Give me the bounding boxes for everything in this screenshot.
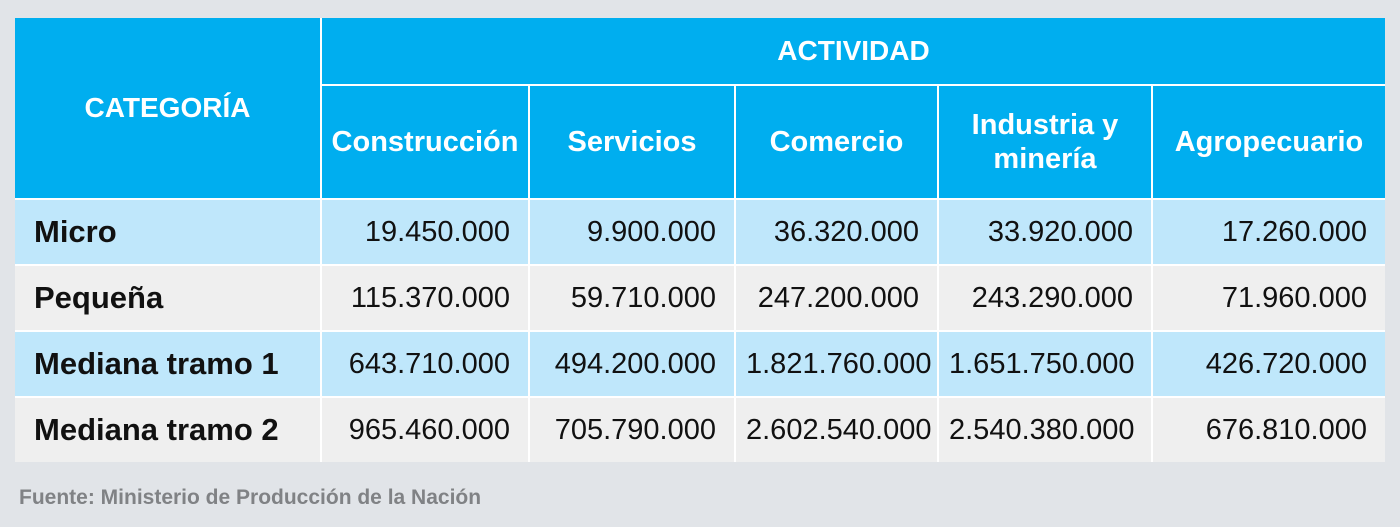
table-cell: 33.920.000	[937, 198, 1153, 265]
table-cell: 115.370.000	[320, 264, 530, 331]
table-cell: 965.460.000	[320, 396, 530, 462]
table-row-pequena: Pequeña 115.370.000 59.710.000 247.200.0…	[15, 264, 1386, 331]
table-cell: 19.450.000	[320, 198, 530, 265]
table-cell: 643.710.000	[320, 330, 530, 397]
table-cell: 2.602.540.000	[734, 396, 939, 462]
table-cell: 243.290.000	[937, 264, 1153, 331]
table-cell: 2.540.380.000	[937, 396, 1153, 462]
table-cell: 426.720.000	[1150, 330, 1386, 397]
table-cell: 36.320.000	[734, 198, 939, 265]
table-row-mediana-tramo-2: Mediana tramo 2 965.460.000 705.790.000 …	[15, 396, 1386, 462]
header-servicios: Servicios	[528, 84, 736, 200]
table-cell: 247.200.000	[734, 264, 939, 331]
source-note: Fuente: Ministerio de Producción de la N…	[19, 486, 482, 509]
header-agropecuario: Agropecuario	[1150, 84, 1386, 200]
table-body: Micro 19.450.000 9.900.000 36.320.000 33…	[15, 198, 1386, 462]
header-actividad: ACTIVIDAD	[319, 18, 1386, 86]
table-cell: 71.960.000	[1150, 264, 1386, 331]
table-header: CATEGORÍA ACTIVIDAD Construcción Servici…	[15, 18, 1386, 200]
data-table: CATEGORÍA ACTIVIDAD Construcción Servici…	[15, 18, 1386, 462]
table-cell: 17.260.000	[1150, 198, 1386, 265]
table-cell: 1.821.760.000	[734, 330, 939, 397]
table-row-micro: Micro 19.450.000 9.900.000 36.320.000 33…	[15, 198, 1386, 265]
table-cell: 1.651.750.000	[937, 330, 1153, 397]
table-cell: 494.200.000	[528, 330, 736, 397]
data-table-container: CATEGORÍA ACTIVIDAD Construcción Servici…	[15, 18, 1386, 462]
header-comercio: Comercio	[734, 84, 939, 200]
table-cell: 59.710.000	[528, 264, 736, 331]
row-label: Pequeña	[15, 264, 322, 331]
table-row-mediana-tramo-1: Mediana tramo 1 643.710.000 494.200.000 …	[15, 330, 1386, 397]
header-construccion: Construcción	[321, 84, 530, 200]
table-cell: 705.790.000	[528, 396, 736, 462]
row-label: Micro	[15, 198, 322, 265]
row-label: Mediana tramo 2	[15, 396, 322, 462]
header-industria-mineria: Industria y minería	[937, 84, 1153, 200]
header-categoria: CATEGORÍA	[15, 18, 322, 200]
table-cell: 9.900.000	[528, 198, 736, 265]
row-label: Mediana tramo 1	[15, 330, 322, 397]
table-cell: 676.810.000	[1150, 396, 1386, 462]
